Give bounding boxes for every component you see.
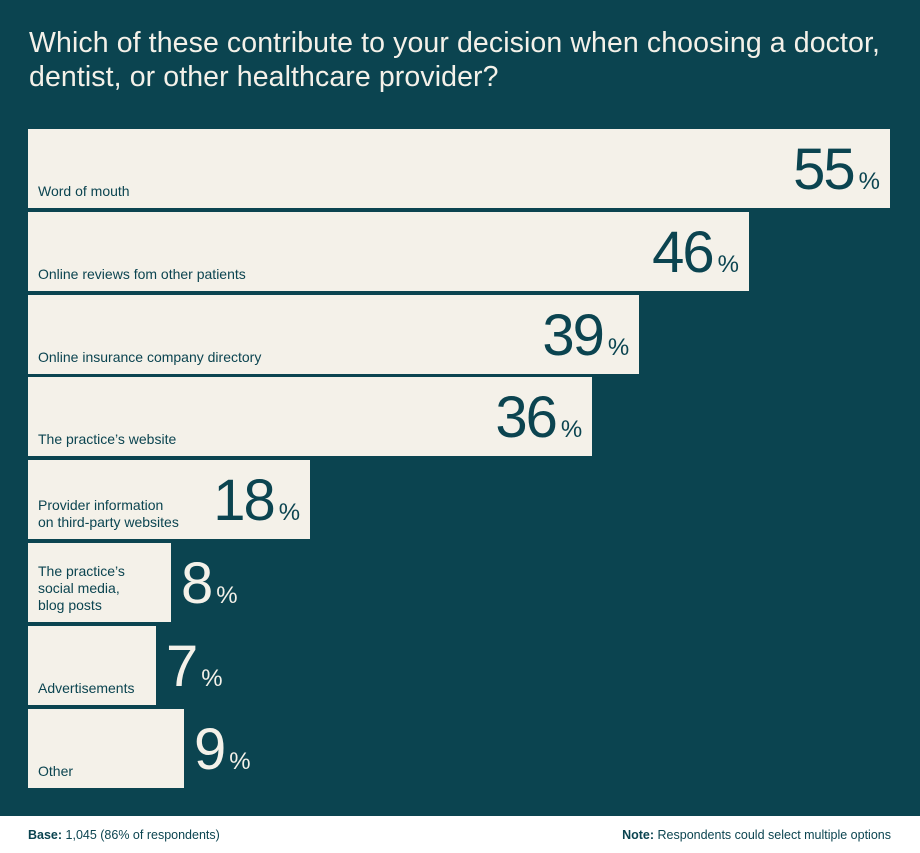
bar-label-line: The practice’s <box>38 563 125 579</box>
note-text: Respondents could select multiple option… <box>654 828 891 842</box>
bar-label-line: Word of mouth <box>38 183 130 199</box>
bar-label: Online reviews fom other patients <box>38 266 246 283</box>
bar-label: Advertisements <box>38 680 134 697</box>
value-number: 36 <box>495 385 557 451</box>
value-label: 46% <box>652 219 739 285</box>
base-text: 1,045 (86% of respondents) <box>62 828 220 842</box>
bar-chart: Word of mouth 55% Online reviews fom other… <box>28 129 890 788</box>
value-label: 55% <box>793 141 880 199</box>
bar-label: Provider information on third-party websi… <box>38 497 179 531</box>
value-number: 55 <box>793 137 855 202</box>
base-note: Base: 1,045 (86% of respondents) <box>28 828 220 842</box>
bar-label-line: on third-party websites <box>38 514 179 531</box>
value-number: 39 <box>542 302 604 368</box>
bar-label-line: Other <box>38 762 74 779</box>
percent-sign: % <box>858 168 880 195</box>
bar-label: Other <box>38 763 73 780</box>
value-number: 46 <box>652 219 714 285</box>
bar <box>28 460 311 540</box>
bar-label: Online insurance company directory <box>38 349 261 366</box>
value-label: 9% <box>194 716 251 782</box>
bar-label-line: Provider information <box>38 497 164 514</box>
bar <box>28 543 171 622</box>
chart-title: Which of these contribute to your decisi… <box>29 27 881 93</box>
value-number: 18 <box>213 468 275 534</box>
chart-card: Which of these contribute to your decisi… <box>0 0 920 816</box>
note-label: Note: <box>622 828 655 842</box>
bar <box>28 708 184 788</box>
bar-label-line: Online reviews fom other patients <box>38 265 246 282</box>
bar-label: The practice’s social media, blog posts <box>38 563 125 614</box>
value-number: 8 <box>181 551 213 616</box>
bar-label-line: The practice’s website <box>38 431 177 448</box>
value-label: 8% <box>181 555 238 613</box>
percent-sign: % <box>560 416 583 444</box>
percent-sign: % <box>607 333 630 361</box>
bar-label-line: Online insurance company directory <box>38 348 262 365</box>
bar <box>28 377 593 457</box>
bar-label-line: blog posts <box>38 597 102 613</box>
value-label: 36% <box>495 389 582 447</box>
bar-label: Word of mouth <box>38 183 130 200</box>
chart-footer: Base: 1,045 (86% of respondents) Note: R… <box>0 816 920 853</box>
percent-sign: % <box>278 499 301 527</box>
base-label: Base: <box>28 828 63 842</box>
percent-sign: % <box>717 250 739 278</box>
value-label: 18% <box>213 472 300 530</box>
percent-sign: % <box>216 582 238 609</box>
value-number: 9 <box>194 716 226 782</box>
bar-label-line: social media, <box>38 580 120 596</box>
percent-sign: % <box>229 747 251 775</box>
bar <box>28 129 890 208</box>
bar <box>28 625 156 705</box>
multiple-options-note: Note: Respondents could select multiple … <box>622 828 891 842</box>
value-label: 39% <box>542 302 630 368</box>
bar-label-line: Advertisements <box>38 679 135 696</box>
value-number: 7 <box>166 633 198 699</box>
value-label: 7% <box>166 633 223 699</box>
bar <box>28 211 749 291</box>
percent-sign: % <box>201 664 223 692</box>
bar-label: The practice’s website <box>38 431 176 448</box>
bar <box>28 294 640 374</box>
